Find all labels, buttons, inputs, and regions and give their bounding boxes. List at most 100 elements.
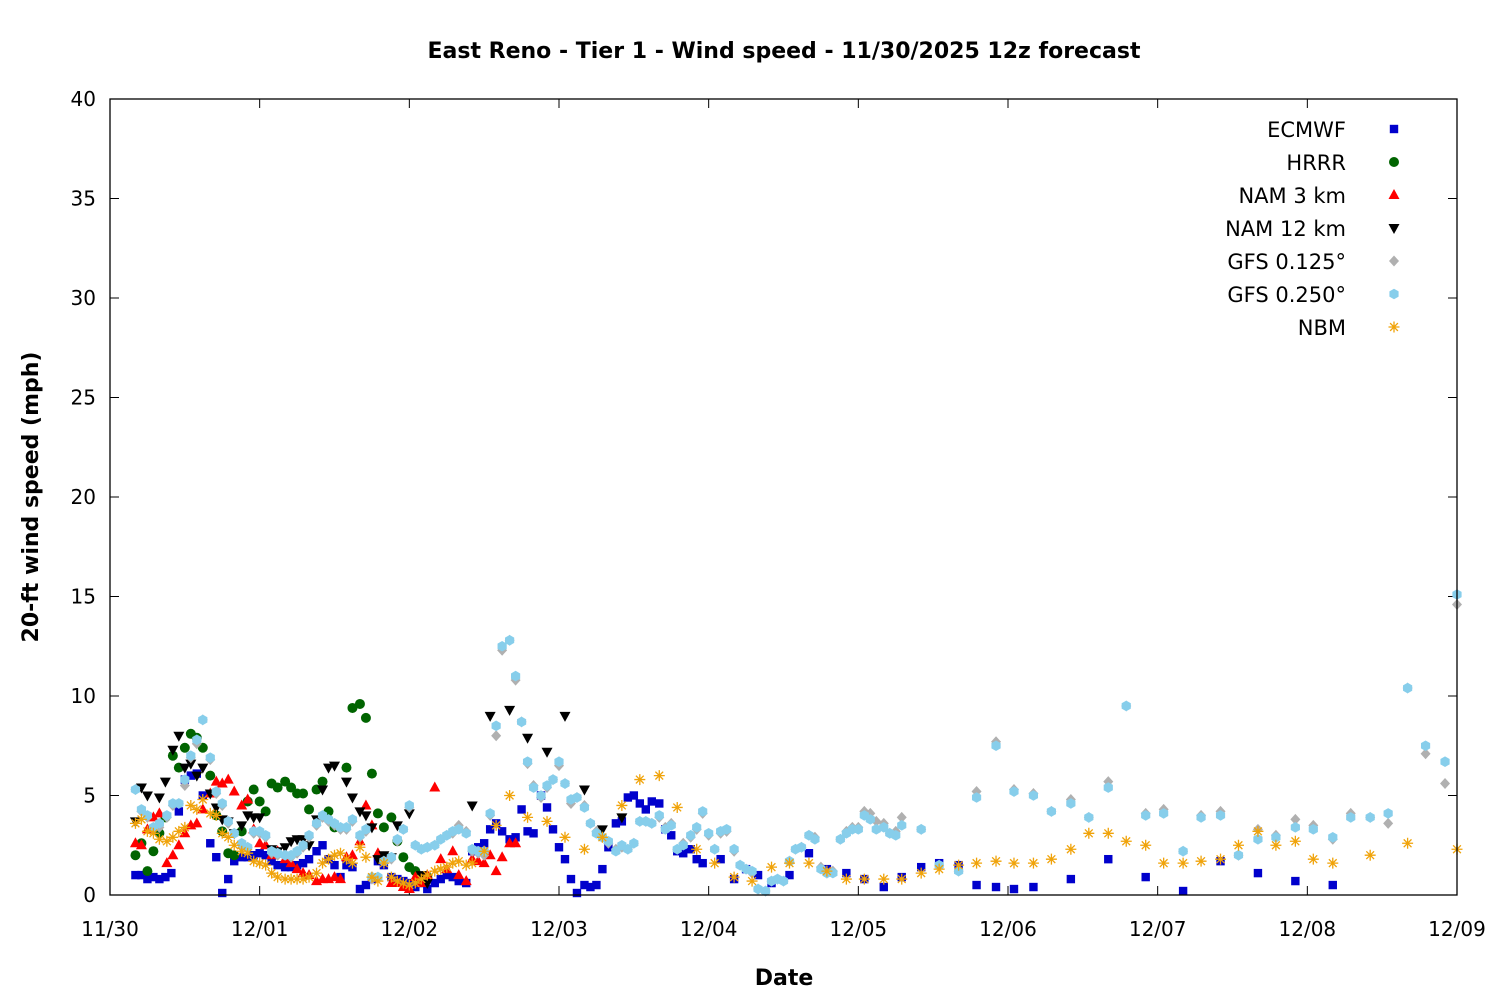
data-point [386, 812, 397, 823]
data-point [559, 831, 571, 843]
data-point [1140, 839, 1152, 851]
data-point [273, 847, 283, 859]
series-1 [130, 698, 433, 887]
data-point [716, 854, 725, 864]
data-point [216, 827, 228, 839]
data-point [667, 831, 676, 840]
data-point [242, 793, 254, 804]
data-point [174, 807, 184, 816]
data-point [386, 851, 396, 863]
data-point [1215, 810, 1226, 821]
data-point [224, 874, 233, 884]
data-point [623, 793, 633, 802]
data-point [510, 837, 522, 848]
data-point [879, 882, 888, 892]
data-point [722, 824, 732, 835]
data-point [404, 800, 414, 811]
data-point [204, 807, 216, 819]
data-point [603, 835, 613, 847]
data-point [1328, 880, 1337, 890]
data-point [360, 799, 372, 810]
legend-label: NAM 3 km [1238, 184, 1346, 208]
data-point [228, 839, 240, 851]
data-point [778, 875, 789, 887]
y-axis-label: 20-ft wind speed (mph) [19, 352, 44, 643]
data-point [541, 815, 553, 827]
data-point [366, 823, 378, 834]
data-point [1364, 849, 1376, 861]
data-point [323, 763, 335, 774]
x-tick-label: 12/01 [231, 917, 289, 941]
data-point [1383, 808, 1393, 819]
data-point [212, 852, 221, 862]
data-point [341, 822, 352, 833]
data-point [229, 850, 240, 861]
data-point [197, 763, 209, 774]
data-point [1159, 808, 1169, 819]
data-point [611, 845, 621, 857]
data-point [360, 811, 372, 822]
data-point [1270, 839, 1282, 851]
data-point [709, 857, 721, 869]
data-point [143, 874, 152, 884]
data-point [835, 833, 845, 845]
data-point [1420, 740, 1431, 752]
data-point [691, 843, 703, 855]
data-point [355, 884, 365, 894]
data-point [210, 775, 222, 786]
data-point [312, 847, 321, 856]
data-point [1158, 857, 1170, 869]
data-point [153, 793, 165, 804]
data-point [1009, 884, 1019, 894]
data-point [666, 820, 676, 831]
data-point [1104, 854, 1113, 864]
data-point [248, 784, 259, 795]
legend-label: NBM [1298, 316, 1346, 340]
data-point [954, 865, 964, 877]
data-point [197, 793, 209, 805]
legend-marker [1389, 157, 1399, 167]
data-point [548, 825, 558, 834]
data-point [453, 855, 465, 867]
data-point [330, 860, 339, 870]
data-point [185, 799, 197, 811]
data-point [460, 875, 472, 886]
legend-label: GFS 0.250° [1227, 283, 1346, 307]
data-point [217, 798, 227, 809]
data-point [554, 843, 564, 852]
data-point [491, 730, 502, 742]
series-5 [130, 589, 1462, 897]
data-point [542, 780, 552, 791]
data-point [491, 720, 501, 732]
data-point [916, 862, 926, 872]
data-point [317, 776, 328, 787]
data-point [131, 870, 140, 880]
data-point [466, 801, 478, 812]
data-point [1066, 874, 1076, 884]
data-point [840, 873, 852, 885]
data-point [135, 783, 147, 794]
data-point [142, 866, 153, 877]
data-point [522, 733, 534, 744]
data-point [273, 860, 282, 870]
data-point [1440, 756, 1450, 767]
y-tick-label: 15 [71, 585, 96, 609]
data-point [810, 833, 820, 845]
data-point [398, 824, 408, 835]
data-point [753, 883, 763, 895]
data-point [1046, 806, 1056, 817]
data-point [392, 833, 402, 845]
data-point [671, 801, 683, 813]
data-point [766, 861, 778, 873]
data-point [254, 796, 265, 807]
data-point [174, 798, 184, 809]
data-point [378, 857, 390, 869]
x-tick-label: 12/08 [1279, 917, 1337, 941]
data-point [953, 859, 965, 871]
data-point [1178, 845, 1188, 857]
data-point [329, 849, 340, 861]
axis-ticks: 0 5 10 15 20 25 30 35 40 11/30 12/01 12/02 12/03 12/0… [71, 87, 1486, 941]
data-point [403, 879, 415, 891]
data-point [891, 830, 901, 841]
data-point [655, 799, 664, 808]
